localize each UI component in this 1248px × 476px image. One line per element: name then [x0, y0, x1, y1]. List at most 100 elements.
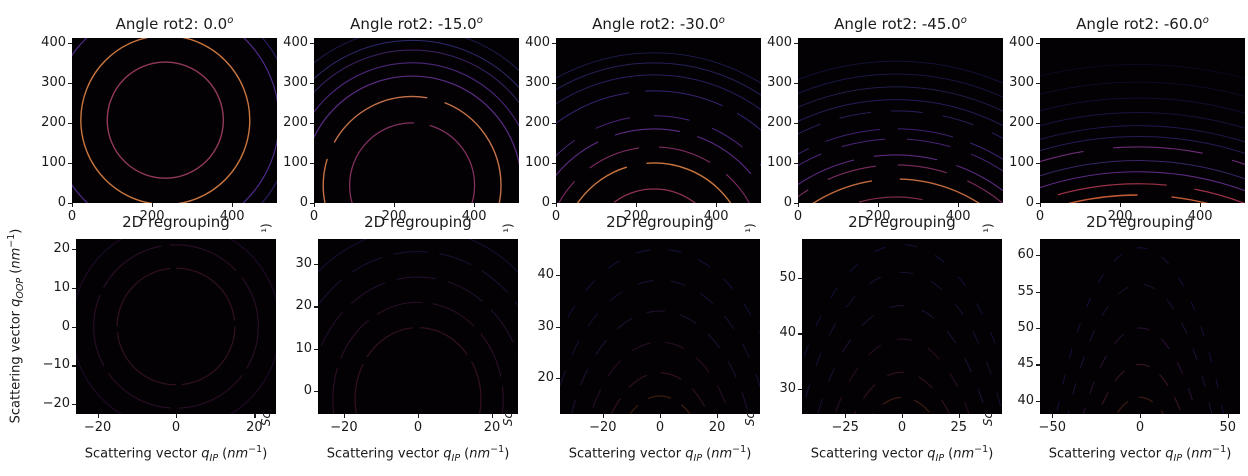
diffraction-ring [1040, 160, 1245, 180]
y-tick-label: 10 [53, 279, 70, 295]
y-tick-label: 300 [767, 74, 792, 90]
x-tick [660, 414, 662, 418]
y-tick [794, 162, 798, 165]
y-tick [1036, 400, 1040, 403]
y-tick-label: 40 [1017, 392, 1034, 408]
x-axis-unit-open: ( [218, 446, 228, 462]
x-tick-label: 200 [623, 209, 649, 224]
x-tick [556, 203, 558, 207]
plot-regroup-15 [318, 239, 518, 414]
y-axis-unit-exp: −1 [6, 233, 17, 248]
diffraction-ring [314, 39, 519, 89]
y-tick [798, 277, 802, 280]
x-axis-label: Scattering vector qIP (nm−1) [540, 441, 780, 468]
x-tick-label: 400 [1187, 209, 1213, 224]
x-tick-label: 50 [1219, 420, 1236, 435]
x-axis-label-var: q [201, 446, 210, 462]
x-tick-label: −20 [83, 420, 112, 435]
detector-image-background [72, 38, 277, 203]
y-tick-label: 300 [283, 74, 308, 90]
y-tick [1036, 364, 1040, 366]
x-tick [394, 203, 396, 207]
x-axis-label-text: Scattering vector [326, 446, 444, 462]
x-tick [636, 203, 638, 207]
y-tick-label: 0 [1025, 195, 1034, 210]
y-tick-label: −20 [42, 396, 70, 412]
x-axis-label-text: Scattering vector [810, 446, 928, 462]
y-tick-label: 0 [61, 318, 70, 334]
ylabel-fragment-bottom: Sc [981, 411, 995, 427]
x-tick-label: 200 [381, 209, 407, 224]
x-tick [97, 414, 99, 418]
x-axis-unit-close: ) [988, 446, 994, 462]
diffraction-ring [314, 49, 519, 104]
diffraction-ring [798, 86, 1003, 112]
y-tick [1036, 42, 1040, 44]
y-axis-unit-close: ) [8, 228, 24, 234]
x-tick-label: 0 [309, 209, 319, 224]
y-tick [72, 365, 76, 367]
y-tick-label: 0 [57, 195, 66, 210]
panel-title-regroup-30: 2D regrouping [550, 212, 770, 232]
y-tick [556, 377, 560, 380]
y-axis-label-sub: OOP [14, 277, 26, 299]
diffraction-ring [570, 310, 750, 414]
x-axis-label: Scattering vector qIP (nm−1) [782, 441, 1022, 468]
y-tick-label: 400 [283, 34, 308, 50]
y-tick [68, 162, 72, 165]
x-tick [232, 203, 234, 207]
x-tick-label: 0 [655, 420, 665, 435]
y-tick [310, 203, 314, 205]
y-tick [1036, 291, 1040, 293]
diffraction-ring [834, 338, 970, 414]
x-tick [716, 203, 718, 207]
x-tick [254, 414, 256, 418]
diffraction-ring [556, 90, 761, 131]
y-tick [798, 389, 802, 391]
diffraction-ring [854, 196, 938, 203]
y-tick-label: 55 [1017, 283, 1034, 299]
y-tick-label: 100 [41, 154, 66, 170]
y-tick [68, 82, 72, 85]
x-tick [1040, 203, 1042, 207]
diffraction-ring [556, 74, 761, 111]
x-tick [958, 203, 960, 207]
x-tick-label: 20 [708, 420, 726, 435]
x-axis-label-var: q [685, 446, 694, 462]
diffraction-ring [798, 60, 1003, 84]
x-tick-label: 0 [793, 209, 803, 224]
diffraction-ring [612, 188, 697, 203]
diffraction-ring [798, 110, 1003, 139]
x-tick-label: 400 [945, 209, 971, 224]
x-tick-label: −50 [1038, 420, 1066, 435]
x-axis-label: Scattering vector qIP (nm−1) [298, 441, 538, 468]
x-axis-unit: nm [1191, 446, 1213, 462]
diffraction-ring [817, 305, 987, 414]
detector-image-background [560, 239, 760, 414]
panel-title-text: Angle rot2: -45.0 [834, 15, 961, 33]
x-tick-label: 20 [246, 420, 263, 435]
x-axis-unit-close: ) [1226, 446, 1232, 462]
y-tick [72, 326, 76, 328]
diffraction-ring [576, 162, 732, 203]
x-tick [1140, 414, 1142, 418]
x-tick [176, 414, 178, 418]
y-tick [1036, 82, 1040, 85]
panel-title-regroup-15: 2D regrouping [308, 212, 528, 232]
plot-rot2-0 [72, 38, 277, 203]
diffraction-ring [798, 154, 1003, 192]
diffraction-ring [556, 52, 761, 84]
x-tick-label: 200 [139, 209, 165, 224]
x-tick [958, 414, 960, 418]
x-tick [798, 203, 800, 207]
x-tick [418, 414, 420, 418]
y-tick [1036, 203, 1040, 205]
x-tick-label: 0 [1135, 420, 1145, 435]
diffraction-ring [556, 62, 761, 96]
x-axis-unit-close: ) [746, 446, 752, 462]
x-tick [602, 414, 605, 418]
y-axis-unit-open: ( [8, 268, 24, 278]
panel-title-text: Angle rot2: -30.0 [592, 15, 719, 33]
x-axis-unit-close: ) [262, 446, 268, 462]
y-tick-label: 200 [41, 114, 66, 130]
